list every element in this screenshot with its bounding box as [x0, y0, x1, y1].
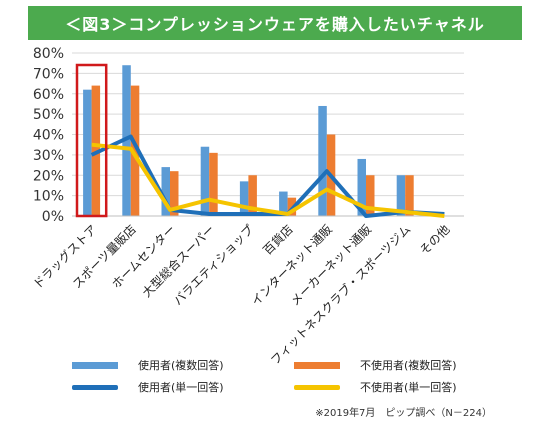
bar: [83, 89, 92, 216]
bar: [318, 105, 327, 216]
y-tick-label: 40%: [33, 128, 64, 144]
x-category-label: その他: [417, 222, 452, 257]
bar: [239, 181, 249, 216]
legend-label-nonusers-multi: 不使用者(複数回答): [360, 359, 457, 372]
y-tick-label: 70%: [33, 66, 64, 82]
legend-item-nonusers-single: 不使用者(単一回答): [294, 379, 457, 395]
y-tick-label: 80%: [33, 46, 64, 62]
legend-swatch-nonusers-multi: [294, 361, 340, 369]
legend-label-users-single: 使用者(単一回答): [138, 381, 224, 394]
x-category-label: フィットネスクラブ・スポーツジム: [267, 222, 413, 368]
series-line: [91, 142, 445, 218]
y-tick-label: 10%: [33, 189, 64, 205]
legend-label-nonusers-single: 不使用者(単一回答): [360, 381, 457, 394]
y-tick-label: 30%: [33, 148, 64, 164]
legend-item-users-multi: 使用者(複数回答): [72, 357, 224, 373]
bar: [170, 171, 179, 216]
bar: [279, 191, 288, 216]
legend-item-nonusers-multi: 不使用者(複数回答): [294, 357, 457, 373]
bar: [405, 175, 414, 216]
legend-swatch-nonusers-single: [294, 384, 340, 390]
bar: [248, 175, 257, 216]
bar: [200, 146, 210, 216]
bar: [357, 158, 366, 216]
series-line: [90, 134, 445, 218]
y-tick-label: 60%: [33, 87, 64, 103]
legend-swatch-users-multi: [72, 361, 118, 369]
y-tick-label: 20%: [33, 168, 64, 184]
highlight-box: [75, 63, 108, 218]
source-note: ※2019年7月 ピップ調べ（N－224）: [315, 408, 492, 419]
legend-swatch-users-single: [72, 384, 118, 390]
bar: [366, 175, 375, 216]
bar: [130, 85, 140, 216]
y-tick-label: 50%: [33, 107, 64, 123]
chart-title: ＜図3＞コンプレッションウェアを購入したいチャネル: [28, 6, 522, 40]
y-tick-label: 0%: [42, 209, 64, 225]
bar: [161, 167, 170, 216]
bar: [209, 152, 218, 216]
legend-item-users-single: 使用者(単一回答): [72, 379, 224, 395]
x-category-label: 百貨店: [260, 222, 296, 258]
x-category-label: 大型総合スーパー: [139, 222, 217, 300]
legend-label-users-multi: 使用者(複数回答): [138, 359, 224, 372]
bar: [396, 175, 406, 216]
